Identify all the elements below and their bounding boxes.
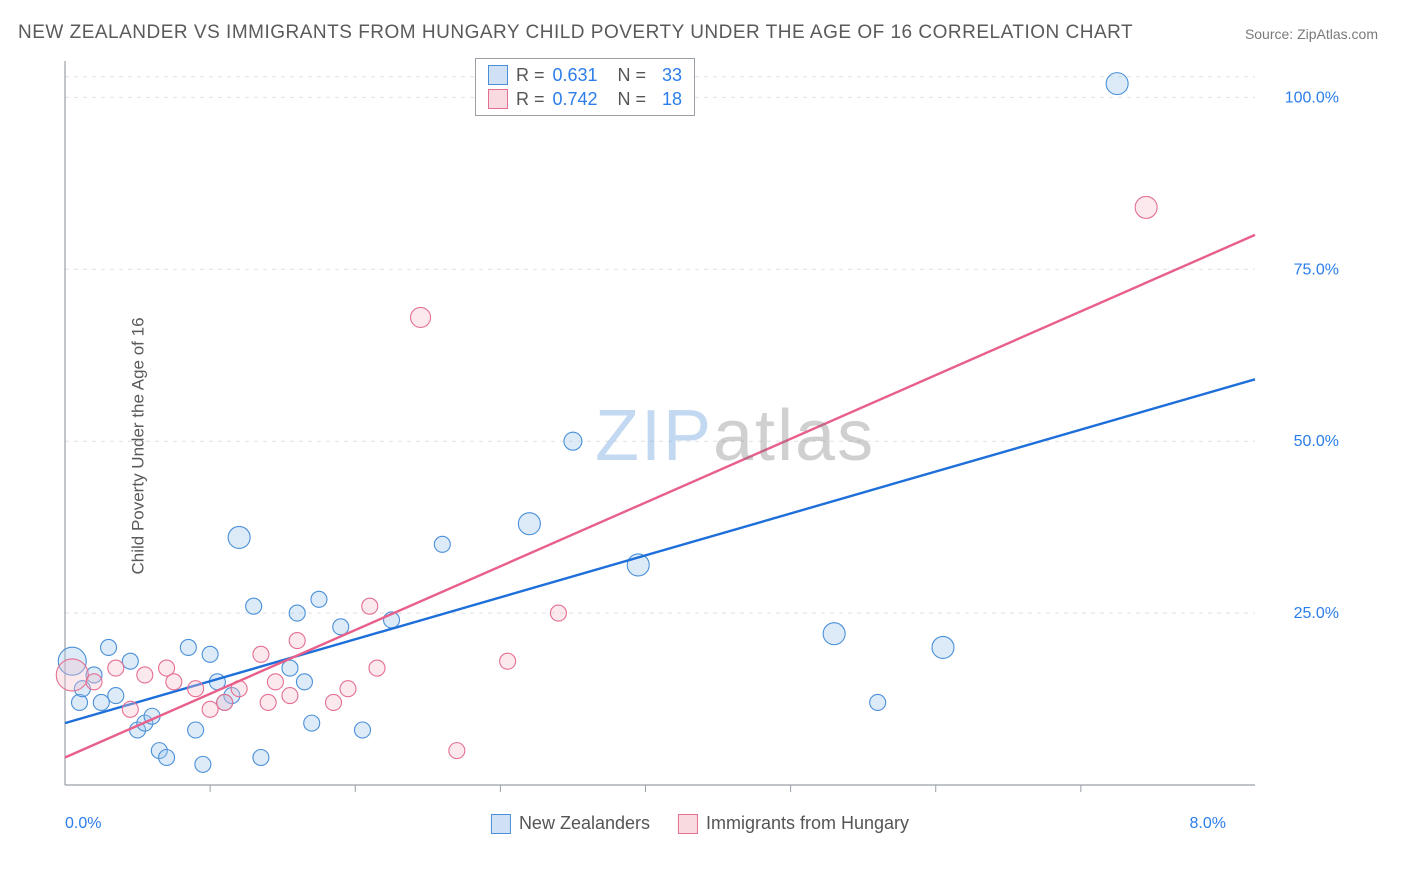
data-point-nz — [564, 432, 582, 450]
data-point-hu — [56, 659, 88, 691]
data-point-hu — [86, 674, 102, 690]
legend-swatch — [488, 65, 508, 85]
data-point-hu — [500, 653, 516, 669]
x-tick-label: 8.0% — [1190, 815, 1226, 830]
data-point-hu — [411, 307, 431, 327]
data-point-nz — [355, 722, 371, 738]
data-point-hu — [108, 660, 124, 676]
data-point-nz — [296, 674, 312, 690]
r-value: 0.631 — [553, 63, 605, 87]
data-point-hu — [325, 694, 341, 710]
data-point-hu — [188, 681, 204, 697]
data-point-hu — [449, 743, 465, 759]
n-label: N = — [613, 63, 647, 87]
data-point-nz — [101, 639, 117, 655]
y-tick-label: 100.0% — [1285, 89, 1339, 106]
data-point-nz — [289, 605, 305, 621]
legend-swatch — [491, 814, 511, 834]
data-point-nz — [122, 653, 138, 669]
data-point-nz — [202, 646, 218, 662]
legend-item: Immigrants from Hungary — [678, 813, 909, 834]
y-tick-label: 25.0% — [1294, 605, 1339, 622]
r-value: 0.742 — [553, 87, 605, 111]
correlation-legend: R = 0.631 N = 33 R = 0.742 N = 18 — [475, 58, 695, 116]
data-point-nz — [932, 636, 954, 658]
data-point-nz — [282, 660, 298, 676]
legend-item: New Zealanders — [491, 813, 650, 834]
data-point-nz — [870, 694, 886, 710]
data-point-hu — [282, 688, 298, 704]
data-point-hu — [122, 701, 138, 717]
legend-swatch — [488, 89, 508, 109]
data-point-hu — [267, 674, 283, 690]
data-point-nz — [108, 688, 124, 704]
regression-line-hu — [65, 235, 1255, 758]
legend-label: New Zealanders — [519, 813, 650, 834]
source-label: Source: ZipAtlas.com — [1245, 26, 1378, 42]
data-point-hu — [260, 694, 276, 710]
data-point-hu — [289, 633, 305, 649]
data-point-nz — [823, 623, 845, 645]
data-point-nz — [434, 536, 450, 552]
regression-line-nz — [65, 379, 1255, 723]
x-tick-label: 0.0% — [65, 815, 101, 830]
data-point-nz — [188, 722, 204, 738]
data-point-hu — [217, 694, 233, 710]
data-point-nz — [180, 639, 196, 655]
data-point-hu — [253, 646, 269, 662]
data-point-nz — [93, 694, 109, 710]
y-tick-label: 75.0% — [1294, 261, 1339, 278]
chart-title: NEW ZEALANDER VS IMMIGRANTS FROM HUNGARY… — [18, 22, 1133, 44]
data-point-nz — [246, 598, 262, 614]
chart-svg: 0.0% 8.0% 25.0% 50.0% 75.0% 100.0% — [55, 55, 1345, 830]
legend-swatch — [678, 814, 698, 834]
data-point-nz — [333, 619, 349, 635]
scatter-chart: 0.0% 8.0% 25.0% 50.0% 75.0% 100.0% R = 0.631 N… — [55, 55, 1345, 830]
data-point-hu — [137, 667, 153, 683]
legend-row: R = 0.742 N = 18 — [488, 87, 682, 111]
data-point-hu — [1135, 196, 1157, 218]
data-point-hu — [202, 701, 218, 717]
data-point-nz — [311, 591, 327, 607]
data-point-nz — [195, 756, 211, 772]
n-value: 33 — [654, 63, 682, 87]
r-label: R = — [516, 63, 545, 87]
data-point-nz — [1106, 73, 1128, 95]
data-point-nz — [253, 749, 269, 765]
data-point-hu — [550, 605, 566, 621]
n-value: 18 — [654, 87, 682, 111]
data-point-nz — [159, 749, 175, 765]
legend-label: Immigrants from Hungary — [706, 813, 909, 834]
n-label: N = — [613, 87, 647, 111]
data-point-nz — [304, 715, 320, 731]
data-point-nz — [72, 694, 88, 710]
data-point-hu — [369, 660, 385, 676]
y-tick-label: 50.0% — [1294, 433, 1339, 450]
data-point-hu — [166, 674, 182, 690]
data-point-nz — [228, 526, 250, 548]
legend-row: R = 0.631 N = 33 — [488, 63, 682, 87]
series-legend: New Zealanders Immigrants from Hungary — [491, 813, 909, 834]
data-point-hu — [362, 598, 378, 614]
r-label: R = — [516, 87, 545, 111]
data-point-hu — [340, 681, 356, 697]
data-point-nz — [518, 513, 540, 535]
